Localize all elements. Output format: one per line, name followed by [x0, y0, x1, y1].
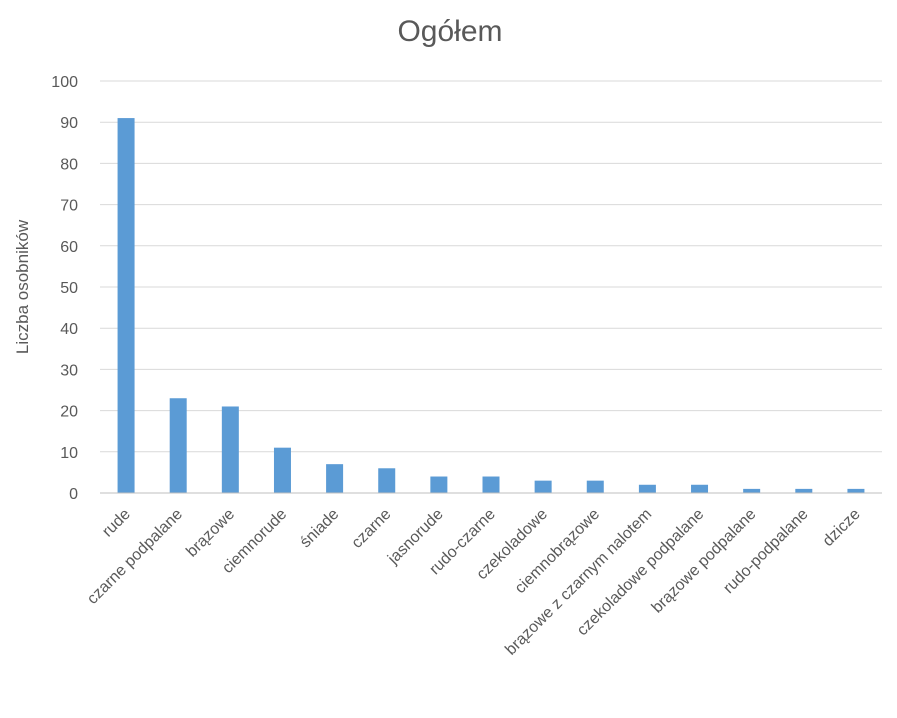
x-tick-label: dzicze — [820, 506, 864, 550]
bar — [795, 488, 813, 493]
y-tick-label: 90 — [60, 115, 78, 132]
bar — [169, 398, 187, 493]
bar — [638, 484, 656, 493]
x-tick-label: brązowe — [183, 506, 238, 561]
x-tick-label: śniade — [297, 506, 342, 551]
y-tick-label: 20 — [60, 404, 78, 421]
y-tick-label: 60 — [60, 239, 78, 256]
bar — [378, 468, 396, 493]
bar — [743, 488, 761, 493]
y-tick-label: 10 — [60, 445, 78, 462]
y-tick-labels: 0 10 20 30 40 50 60 70 80 90 100 — [51, 74, 78, 503]
y-tick-label: 50 — [60, 280, 78, 297]
y-tick-label: 100 — [51, 74, 78, 91]
bar — [430, 476, 448, 493]
x-tick-label: czarne podpalane — [84, 506, 186, 608]
y-tick-label: 80 — [60, 156, 78, 173]
bar — [221, 406, 239, 493]
bar — [586, 480, 604, 493]
y-tick-label: 0 — [69, 486, 78, 503]
bars — [117, 118, 865, 493]
gridlines — [100, 80, 882, 453]
x-tick-label: czarne — [349, 506, 395, 552]
bar — [691, 484, 709, 493]
x-tick-label: rude — [99, 506, 134, 541]
bar — [326, 464, 344, 493]
bar — [482, 476, 500, 493]
y-tick-label: 30 — [60, 362, 78, 379]
chart-title: Ogółem — [397, 15, 502, 48]
y-axis-label: Liczba osobników — [13, 219, 32, 354]
bar — [273, 447, 291, 493]
bar — [117, 118, 135, 493]
bar — [847, 488, 865, 493]
bar — [534, 480, 552, 493]
y-tick-label: 40 — [60, 321, 78, 338]
y-tick-label: 70 — [60, 198, 78, 215]
